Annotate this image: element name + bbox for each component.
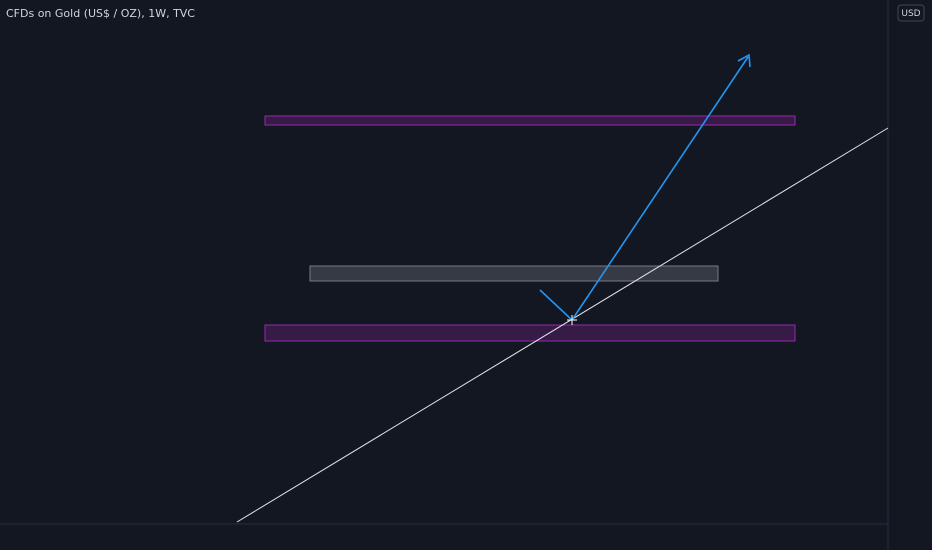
currency-badge[interactable] xyxy=(897,4,925,22)
currency-label: USD xyxy=(901,9,920,19)
arrow-head xyxy=(737,53,751,68)
gray-zone xyxy=(309,265,719,282)
chart-title: CFDs on Gold (US$ / OZ), 1W, TVC xyxy=(6,7,195,20)
crosshair-marker xyxy=(567,315,577,325)
resistance-zone xyxy=(264,115,796,126)
trend-line xyxy=(236,127,889,523)
support-zone xyxy=(264,324,796,342)
